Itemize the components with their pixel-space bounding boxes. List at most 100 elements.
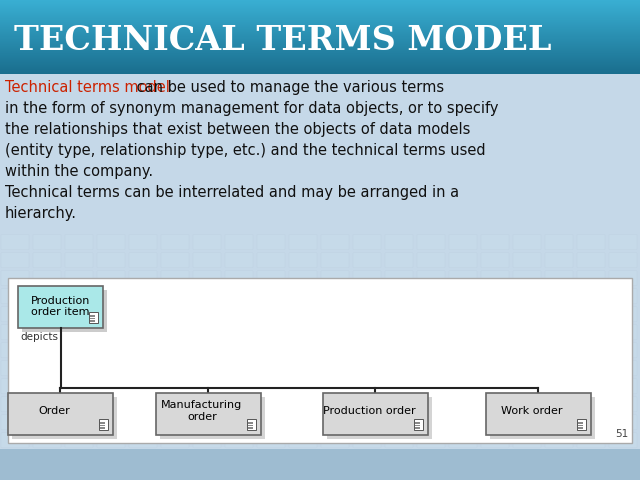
Bar bbox=[12, 397, 116, 439]
FancyBboxPatch shape bbox=[33, 235, 61, 250]
FancyBboxPatch shape bbox=[33, 343, 61, 358]
FancyBboxPatch shape bbox=[449, 307, 477, 322]
FancyBboxPatch shape bbox=[129, 397, 157, 412]
FancyBboxPatch shape bbox=[289, 252, 317, 268]
FancyBboxPatch shape bbox=[193, 235, 221, 250]
Bar bbox=[415, 425, 419, 426]
FancyBboxPatch shape bbox=[449, 343, 477, 358]
FancyBboxPatch shape bbox=[161, 235, 189, 250]
FancyBboxPatch shape bbox=[257, 343, 285, 358]
FancyBboxPatch shape bbox=[481, 288, 509, 304]
FancyBboxPatch shape bbox=[417, 235, 445, 250]
FancyBboxPatch shape bbox=[129, 252, 157, 268]
FancyBboxPatch shape bbox=[225, 324, 253, 340]
FancyBboxPatch shape bbox=[289, 288, 317, 304]
FancyBboxPatch shape bbox=[289, 307, 317, 322]
FancyBboxPatch shape bbox=[385, 252, 413, 268]
FancyBboxPatch shape bbox=[577, 415, 605, 430]
FancyBboxPatch shape bbox=[193, 433, 221, 448]
Bar bbox=[490, 397, 595, 439]
FancyBboxPatch shape bbox=[1, 324, 29, 340]
FancyBboxPatch shape bbox=[193, 271, 221, 286]
FancyBboxPatch shape bbox=[225, 288, 253, 304]
Bar bbox=[577, 422, 582, 424]
Text: in the form of synonym management for data objects, or to specify
the relationsh: in the form of synonym management for da… bbox=[5, 81, 499, 221]
FancyBboxPatch shape bbox=[353, 235, 381, 250]
Bar bbox=[8, 393, 113, 435]
FancyBboxPatch shape bbox=[1, 252, 29, 268]
Bar bbox=[248, 427, 253, 429]
FancyBboxPatch shape bbox=[225, 252, 253, 268]
FancyBboxPatch shape bbox=[513, 397, 541, 412]
Bar bbox=[8, 277, 632, 443]
Bar bbox=[99, 425, 104, 426]
FancyBboxPatch shape bbox=[161, 415, 189, 430]
FancyBboxPatch shape bbox=[321, 415, 349, 430]
FancyBboxPatch shape bbox=[481, 343, 509, 358]
FancyBboxPatch shape bbox=[321, 343, 349, 358]
FancyBboxPatch shape bbox=[321, 379, 349, 394]
FancyBboxPatch shape bbox=[321, 288, 349, 304]
FancyBboxPatch shape bbox=[33, 307, 61, 322]
FancyBboxPatch shape bbox=[97, 271, 125, 286]
FancyBboxPatch shape bbox=[577, 433, 605, 448]
FancyBboxPatch shape bbox=[609, 360, 637, 376]
FancyBboxPatch shape bbox=[161, 360, 189, 376]
FancyBboxPatch shape bbox=[417, 343, 445, 358]
FancyBboxPatch shape bbox=[161, 288, 189, 304]
FancyBboxPatch shape bbox=[545, 235, 573, 250]
Bar bbox=[577, 419, 586, 430]
FancyBboxPatch shape bbox=[513, 324, 541, 340]
FancyBboxPatch shape bbox=[97, 433, 125, 448]
FancyBboxPatch shape bbox=[193, 324, 221, 340]
FancyBboxPatch shape bbox=[577, 379, 605, 394]
FancyBboxPatch shape bbox=[65, 288, 93, 304]
FancyBboxPatch shape bbox=[545, 360, 573, 376]
FancyBboxPatch shape bbox=[577, 397, 605, 412]
FancyBboxPatch shape bbox=[449, 379, 477, 394]
FancyBboxPatch shape bbox=[353, 271, 381, 286]
FancyBboxPatch shape bbox=[97, 324, 125, 340]
Bar bbox=[90, 318, 95, 319]
FancyBboxPatch shape bbox=[33, 397, 61, 412]
FancyBboxPatch shape bbox=[481, 235, 509, 250]
FancyBboxPatch shape bbox=[129, 235, 157, 250]
FancyBboxPatch shape bbox=[353, 415, 381, 430]
FancyBboxPatch shape bbox=[417, 324, 445, 340]
FancyBboxPatch shape bbox=[321, 433, 349, 448]
FancyBboxPatch shape bbox=[545, 307, 573, 322]
FancyBboxPatch shape bbox=[609, 271, 637, 286]
FancyBboxPatch shape bbox=[33, 433, 61, 448]
FancyBboxPatch shape bbox=[225, 235, 253, 250]
FancyBboxPatch shape bbox=[1, 235, 29, 250]
Bar bbox=[22, 289, 107, 332]
Text: 51: 51 bbox=[615, 429, 628, 439]
FancyBboxPatch shape bbox=[609, 235, 637, 250]
FancyBboxPatch shape bbox=[417, 360, 445, 376]
Bar bbox=[99, 427, 104, 429]
FancyBboxPatch shape bbox=[161, 379, 189, 394]
FancyBboxPatch shape bbox=[513, 271, 541, 286]
Text: Manufacturing
order: Manufacturing order bbox=[161, 400, 243, 421]
Bar bbox=[246, 419, 255, 430]
FancyBboxPatch shape bbox=[1, 379, 29, 394]
FancyBboxPatch shape bbox=[161, 433, 189, 448]
FancyBboxPatch shape bbox=[513, 343, 541, 358]
FancyBboxPatch shape bbox=[225, 343, 253, 358]
FancyBboxPatch shape bbox=[385, 288, 413, 304]
Bar bbox=[248, 425, 253, 426]
FancyBboxPatch shape bbox=[65, 235, 93, 250]
FancyBboxPatch shape bbox=[321, 324, 349, 340]
FancyBboxPatch shape bbox=[257, 235, 285, 250]
FancyBboxPatch shape bbox=[513, 288, 541, 304]
Text: Technical terms model: Technical terms model bbox=[5, 81, 170, 96]
FancyBboxPatch shape bbox=[385, 324, 413, 340]
Bar bbox=[159, 397, 264, 439]
FancyBboxPatch shape bbox=[257, 433, 285, 448]
FancyBboxPatch shape bbox=[481, 324, 509, 340]
FancyBboxPatch shape bbox=[1, 343, 29, 358]
FancyBboxPatch shape bbox=[449, 360, 477, 376]
FancyBboxPatch shape bbox=[609, 397, 637, 412]
FancyBboxPatch shape bbox=[65, 360, 93, 376]
Bar bbox=[486, 393, 591, 435]
